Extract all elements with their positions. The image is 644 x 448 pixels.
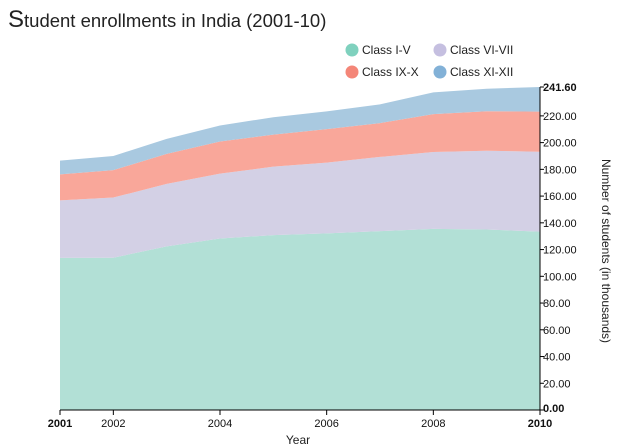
legend-swatch (433, 43, 447, 57)
legend-label: Class XI-XII (450, 65, 513, 79)
legend-label: Class I-V (362, 43, 411, 57)
chart-title-first-letter: S (8, 6, 25, 33)
y-tick-label: 100.00 (543, 271, 577, 283)
area-class-vi-vii (60, 150, 540, 258)
legend[interactable]: Class I-V Class VI-VII Class IX-X Class XI-… (345, 43, 514, 79)
y-tick-label: 241.60 (543, 82, 577, 94)
x-tick-label: 2010 (528, 418, 552, 430)
legend-item-class-vi-vii[interactable]: Class VI-VII (433, 43, 514, 57)
y-tick-label: 80.00 (543, 298, 571, 310)
y-tick-label: 140.00 (543, 218, 577, 230)
x-tick-label: 2006 (314, 418, 338, 430)
legend-swatch (433, 65, 447, 79)
y-tick-label: 120.00 (543, 245, 577, 257)
legend-item-class-xi-xii[interactable]: Class XI-XII (433, 65, 514, 79)
legend-label: Class VI-VII (450, 43, 513, 57)
area-class-ix-x (60, 111, 540, 201)
legend-label: Class IX-X (362, 65, 419, 79)
legend-swatch (345, 43, 359, 57)
y-tick-label: 180.00 (543, 164, 577, 176)
y-tick-label: 220.00 (543, 111, 577, 123)
x-axis-label: Year (286, 433, 310, 447)
area-class-i-v (60, 228, 540, 410)
x-tick-label: 2001 (48, 418, 72, 430)
y-tick-label: 200.00 (543, 138, 577, 150)
x-tick-label: 2008 (421, 418, 445, 430)
x-tick-label: 2004 (208, 418, 232, 430)
chart-title: Student enrollments in India (2001-10) (8, 6, 326, 34)
y-tick-label: 160.00 (543, 191, 577, 203)
y-tick-label: 60.00 (543, 325, 571, 337)
area-class-xi-xii (60, 87, 540, 175)
y-tick-label: 20.00 (543, 378, 571, 390)
legend-swatch (345, 65, 359, 79)
area-layers (60, 87, 540, 410)
y-axis: 0.00 20.00 40.00 60.00 80.00 100.00 120.00 140.… (539, 82, 577, 415)
y-tick-label: 40.00 (543, 352, 571, 364)
x-axis: 2001 2002 2004 2006 2008 2010 (48, 409, 552, 430)
legend-item-class-i-v[interactable]: Class I-V (345, 43, 411, 57)
legend-item-class-ix-x[interactable]: Class IX-X (345, 65, 419, 79)
chart-title-rest: tudent enrollments in India (2001-10) (24, 10, 327, 31)
y-tick-label: 0.00 (543, 403, 564, 415)
y-axis-label: Number of students (in thousands) (599, 159, 613, 343)
x-tick-label: 2002 (101, 418, 125, 430)
